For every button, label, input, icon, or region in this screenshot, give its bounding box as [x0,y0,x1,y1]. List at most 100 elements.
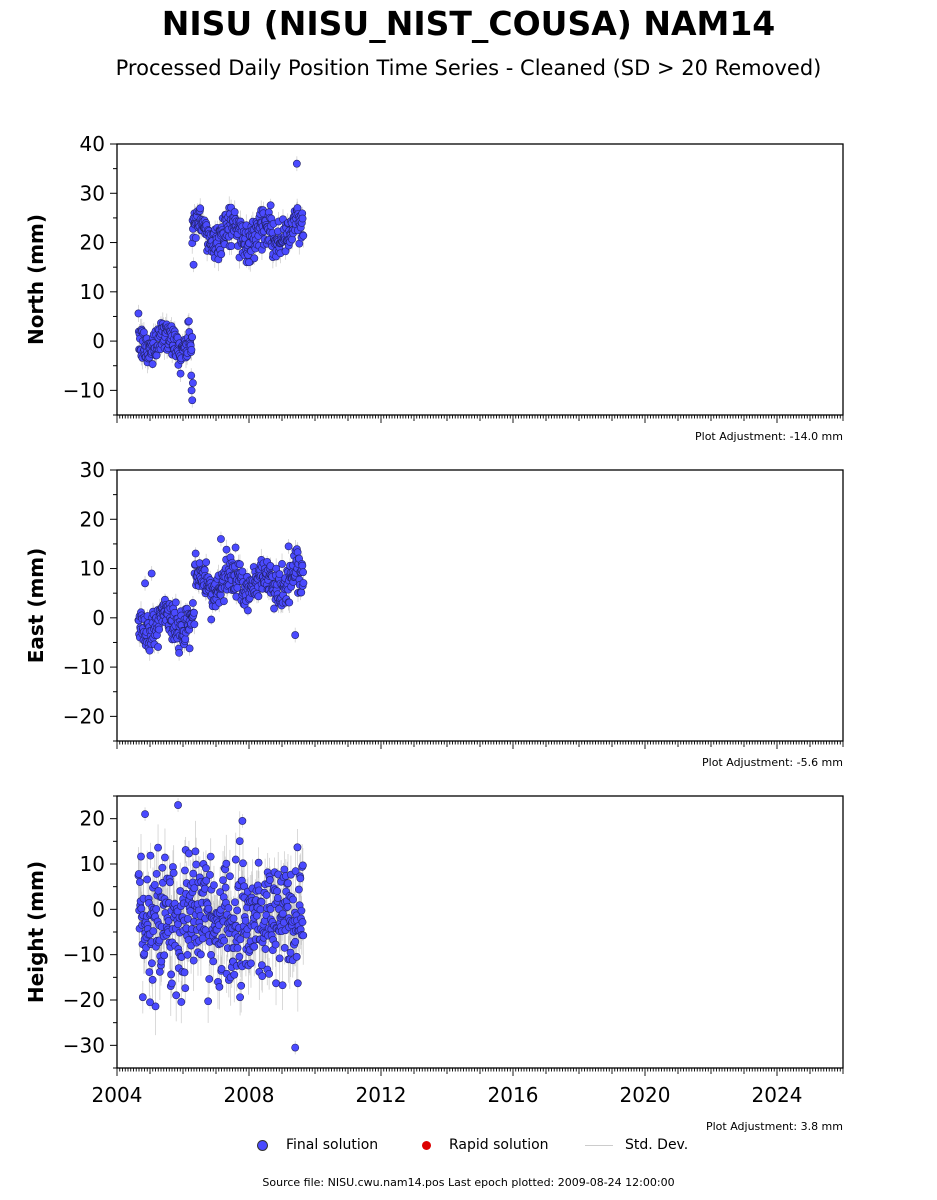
data-layer [134,531,308,661]
final-solution-point [297,588,306,597]
final-solution-point [298,561,307,570]
final-solution-point [189,956,198,965]
final-solution-point [233,906,242,915]
final-solution-point [205,975,214,983]
final-solution-point [190,884,199,892]
final-solution-point [256,905,265,914]
final-solution-point [293,979,302,988]
final-solution-point [189,260,198,269]
final-solution-point [164,917,173,925]
final-solution-point [187,371,196,380]
x-tick-label: 2016 [488,1083,539,1107]
final-solution-point [291,937,300,946]
y-tick-label: −10 [63,655,105,679]
final-solution-point [175,649,184,657]
final-solution-point [262,891,271,899]
final-solution-point [188,396,197,405]
final-solution-point [187,345,196,354]
final-solution-point [273,894,282,902]
final-solution-point [220,936,229,945]
final-solution-point [241,916,250,925]
x-tick-label: 2004 [92,1083,143,1107]
x-tick-label: 2012 [356,1083,407,1107]
final-solution-point [187,386,196,395]
final-solution-point [273,887,282,896]
final-solution-point [176,369,185,378]
final-solution-point [222,545,231,554]
final-solution-point [275,954,284,963]
final-solution-point [189,869,198,878]
final-solution-point [272,979,280,988]
final-solution-point [161,853,169,862]
final-solution-point [202,558,211,567]
x-tick-label: 2020 [620,1083,671,1107]
y-tick-label: −10 [63,943,105,967]
final-solution-point [151,1002,160,1011]
final-solution-point [192,860,201,869]
rapid-solution-marker [422,1140,431,1150]
final-solution-point [279,909,287,918]
final-solution-point [254,858,263,867]
final-solution-point [154,843,162,852]
y-tick-label: 20 [80,807,105,831]
final-solution-point [231,855,240,864]
axes-frame [116,469,844,742]
x-tick-label: 2024 [752,1083,803,1107]
final-solution-point [180,968,189,977]
final-solution-point [158,863,167,872]
legend-final-label: Final solution [286,1137,379,1153]
final-solution-point [181,866,189,875]
final-solution-point [250,254,259,263]
final-solution-point [252,911,261,920]
final-solution-point [237,981,246,990]
final-solution-point [299,931,308,940]
final-solution-point [149,927,158,936]
final-solution-point [217,965,226,973]
final-solution-point [250,942,259,951]
final-solution-point [292,952,301,961]
final-solution-point [154,643,162,651]
final-solution-point [229,914,238,923]
final-solution-point [190,620,199,629]
std-dev-line-marker [585,1144,613,1146]
chart-title: NISU (NISU_NIST_COUSA) NAM14 [161,4,776,43]
final-solution-point [261,945,270,953]
final-solution-point [143,875,152,884]
y-tick-label: 20 [80,507,105,531]
final-solution-point [236,993,244,1002]
final-solution-point [270,604,278,613]
final-solution-point [210,881,218,890]
final-solution-point [186,907,195,915]
plot-adjustment-note: Plot Adjustment: -5.6 mm [702,756,843,769]
final-solution-point [183,950,192,959]
final-solution-point [188,599,197,607]
final-solution-point [204,997,213,1006]
x-tick-label: 2008 [224,1083,275,1107]
y-tick-label: 10 [80,280,105,304]
final-solution-point [167,970,176,979]
final-solution-point [278,981,287,990]
final-solution-point [148,360,157,368]
final-solution-point [285,598,294,607]
final-solution-point [202,864,210,873]
final-solution-point [191,234,200,242]
final-solution-point [299,231,308,240]
final-solution-point [254,592,263,601]
final-solution-point [297,906,306,915]
y-tick-label: −30 [63,1033,105,1057]
final-solution-point [206,852,215,861]
final-solution-point [219,876,227,884]
final-solution-point [191,549,200,558]
final-solution-point [284,879,292,888]
final-solution-point [134,870,143,878]
final-solution-point [230,208,239,216]
final-solution-point [222,859,231,868]
final-solution-point [231,543,240,552]
final-solution-point [188,333,197,341]
legend-stddev-label: Std. Dev. [625,1137,689,1153]
final-solution-point [141,810,149,819]
plot-adjustment-note: Plot Adjustment: -14.0 mm [695,430,843,443]
final-solution-point [183,914,192,923]
final-solution-point [298,214,307,223]
final-solution-point [233,944,242,952]
